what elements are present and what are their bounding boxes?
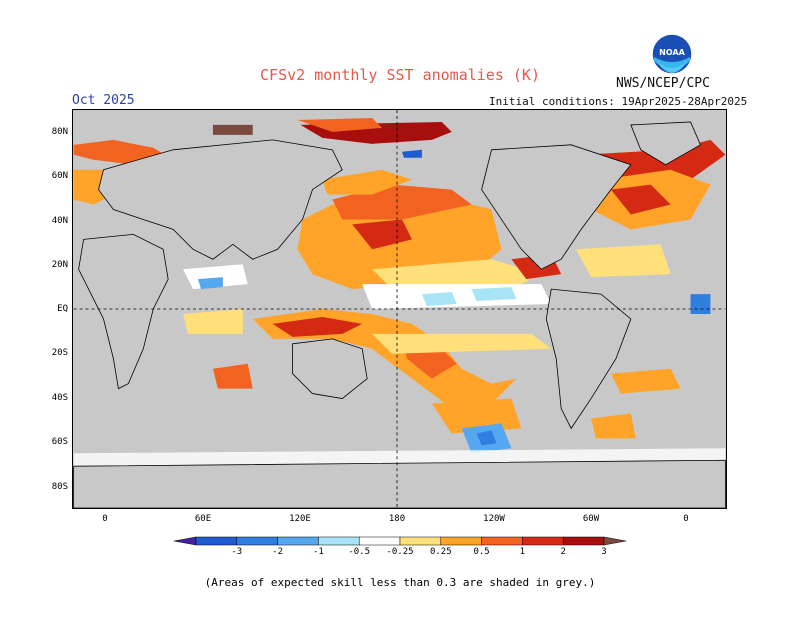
- forecast-month: Oct 2025: [72, 93, 135, 108]
- lat-label: 60N: [51, 171, 68, 181]
- warm-anomaly-north-pacific: [297, 169, 562, 290]
- coastlines: [73, 121, 726, 508]
- eurasia-outline: [98, 139, 343, 260]
- colorbar: [174, 536, 626, 546]
- colorbar-tick-label: 1: [519, 547, 526, 557]
- colorbar-tick-label: -3: [231, 547, 243, 557]
- skill-footnote: (Areas of expected skill less than 0.3 a…: [204, 576, 596, 589]
- colorbar-tick-label: 0.5: [473, 547, 490, 557]
- colorbar-bin: [358, 536, 401, 546]
- greenland-outline: [630, 121, 701, 166]
- lat-label: 40N: [51, 216, 68, 226]
- colorbar-bin: [481, 536, 523, 546]
- lat-label: 40S: [51, 393, 68, 403]
- north-america-outline: [481, 144, 632, 270]
- colorbar-tick-label: -0.5: [348, 547, 371, 557]
- sst-anomaly-map: [72, 109, 727, 509]
- lon-label: 0: [102, 514, 108, 524]
- colorbar-bin: [195, 536, 238, 546]
- colorbar-bin: [318, 536, 360, 546]
- lon-label: 120W: [483, 514, 505, 524]
- lon-label: 120E: [289, 514, 311, 524]
- antarctica-outline: [73, 459, 726, 508]
- lat-label: 80N: [51, 127, 68, 137]
- colorbar-tick-label: 0.25: [429, 547, 452, 557]
- colorbar-end-low: [174, 536, 197, 546]
- colorbar-tick-label: -0.25: [386, 547, 414, 557]
- warm-anomaly-maritime-continent: [183, 309, 681, 439]
- initial-conditions: Initial conditions: 19Apr2025-28Apr2025: [489, 95, 748, 108]
- colorbar-tick-label: 3: [601, 547, 607, 557]
- africa-outline: [78, 233, 169, 390]
- cool-anomaly-equatorial-pacific: [183, 264, 552, 309]
- logo-text: NOAA: [659, 48, 685, 57]
- colorbar-tick-label: -1: [312, 547, 324, 557]
- colorbar-end-high: [603, 536, 626, 546]
- south-america-outline: [545, 288, 632, 430]
- agency-label: NWS/NCEP/CPC: [616, 76, 710, 91]
- colorbar-bin: [277, 536, 319, 546]
- lat-label: 80S: [51, 482, 68, 492]
- colorbar-bin: [399, 536, 442, 546]
- colorbar-bin: [236, 536, 278, 546]
- colorbar-bin: [522, 536, 564, 546]
- lon-label: 0: [683, 514, 689, 524]
- lon-label: 180: [388, 514, 406, 524]
- colorbar-tick-label: -2: [272, 547, 284, 557]
- lon-label: 60W: [582, 514, 600, 524]
- map-title: CFSv2 monthly SST anomalies (K): [260, 66, 540, 84]
- lon-label: 60E: [194, 514, 212, 524]
- lat-label: 60S: [51, 437, 68, 447]
- noaa-logo: NOAA: [651, 33, 693, 75]
- colorbar-bin: [562, 536, 605, 546]
- colorbar-tick-label: 2: [560, 547, 566, 557]
- lat-label: 20N: [51, 260, 68, 270]
- colorbar-bin: [440, 536, 482, 546]
- australia-outline: [292, 338, 368, 399]
- lat-label: EQ: [57, 304, 68, 314]
- lat-label: 20S: [51, 348, 68, 358]
